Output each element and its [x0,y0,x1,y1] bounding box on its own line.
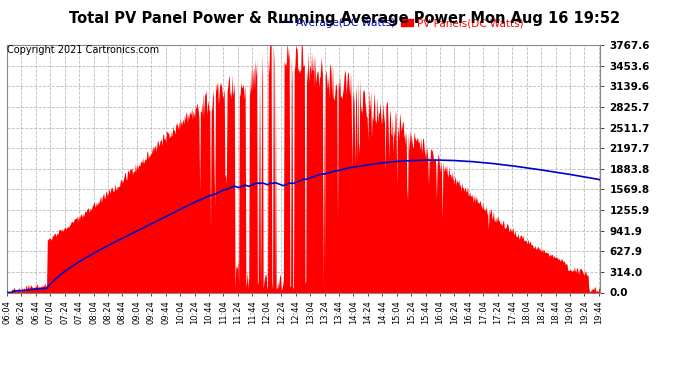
Text: Copyright 2021 Cartronics.com: Copyright 2021 Cartronics.com [7,45,159,55]
Legend: Average(DC Watts), PV Panels(DC Watts): Average(DC Watts), PV Panels(DC Watts) [279,18,524,28]
Text: Total PV Panel Power & Running Average Power Mon Aug 16 19:52: Total PV Panel Power & Running Average P… [70,11,620,26]
